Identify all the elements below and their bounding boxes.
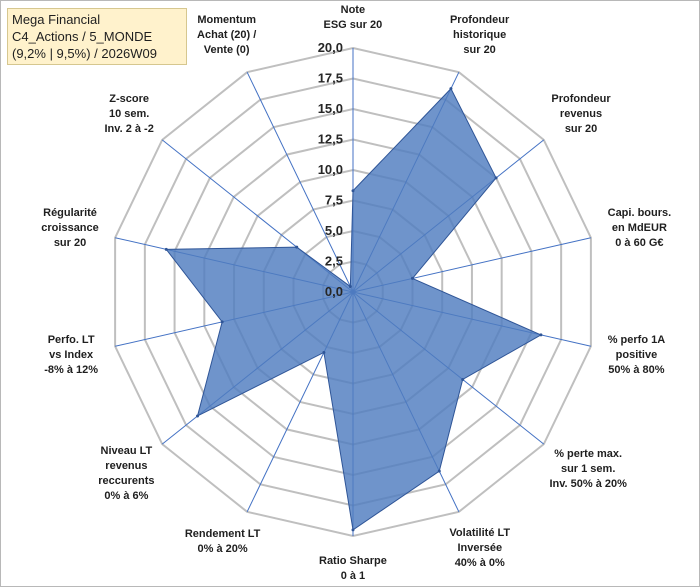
axis-label-line: sur 20 [463,44,496,57]
axis-label-line: positive [615,348,658,361]
data-point [351,528,355,532]
axis-label-line: sur 20 [564,123,598,136]
axis-label: Niveau LT revenus reccurents 0% à 6% [98,444,154,504]
axis-label-line: en MdEUR [611,222,667,235]
radial-tick-label: 15,0 [318,101,343,116]
radial-tick-label: 12,5 [318,132,343,147]
title-line-1: Mega Financial [12,12,101,27]
axis-label-line: 50% à 80% [608,363,665,376]
axis-label-line: 40% à 0% [454,556,505,569]
axis-label-line: 0 à 1 [340,570,366,582]
axis-label: Momentum Achat (20) / Vente (0) [197,13,256,58]
radial-tick-label: 2,5 [325,254,343,269]
axis-label-line: Niveau LT [100,445,153,458]
data-point [164,247,168,251]
data-point [348,285,352,289]
axis-label-line: historique [453,29,507,42]
axis-label-line: Profondeur [449,14,510,27]
axis-label-line: Inv. 2 à -2 [104,123,154,136]
radial-tick-label: 20,0 [318,40,343,55]
axis-label-line: ESG sur 20 [323,19,383,31]
axis-label-line: Volatilité LT [449,526,511,539]
axis-label: Profondeur historique sur 20 [450,13,509,58]
axis-label-line: Z-score [109,93,150,106]
axis-label-line: Momentum [197,14,256,27]
axis-label-line: Note [340,4,366,16]
axis-label: Note ESG sur 20 [324,3,383,33]
axis-label: Profondeur revenus sur 20 [551,92,610,137]
data-point [196,414,200,418]
data-point [437,469,441,473]
axis-label-line: Ratio Sharpe [319,555,387,567]
axis-label-line: Inv. 50% à 20% [549,477,627,490]
axis-label: Z-score 10 sem. Inv. 2 à -2 [105,92,154,137]
axis-spoke [246,71,354,293]
radial-tick-label: 0,0 [325,284,343,299]
data-series-area [165,87,543,531]
axis-label-line: vs Index [49,348,94,361]
axis-label-line: Inversée [457,541,503,554]
axis-label: % perte max. sur 1 sem. Inv. 50% à 20% [549,447,626,492]
data-point [322,350,326,354]
axis-label-line: Perfo. LT [47,333,95,346]
axis-label-line: -8% à 12% [44,363,99,376]
axis-label-line: 0% à 20% [197,542,248,555]
axis-label-line: sur 20 [53,237,87,250]
data-point [220,320,224,324]
title-line-2: C4_Actions / 5_MONDE [12,29,153,44]
axis-label-line: Régularité [43,207,97,220]
radial-tick-label: 10,0 [318,162,343,177]
axis-label-line: Vente (0) [203,44,250,57]
axis-label-line: 0 à 60 G€ [615,237,664,250]
data-point [494,176,498,180]
axis-label-line: % perte max. [554,447,623,460]
axis-label: Volatilité LT Inversée 40% à 0% [449,526,510,571]
axis-label-line: % perfo 1A [607,333,666,346]
axis-label-line: revenus [559,108,603,121]
axis-label: % perfo 1A positive 50% à 80% [608,333,665,378]
chart-title-box: Mega Financial C4_Actions / 5_MONDE (9,2… [7,8,187,65]
axis-label: Perfo. LT vs Index -8% à 12% [44,333,98,378]
axis-label-line: sur 1 sem. [560,462,616,475]
data-point [295,245,299,249]
data-point [410,276,414,280]
axis-label-line: Profondeur [551,93,611,106]
axis-label-line: Rendement LT [184,527,261,540]
axis-label-line: 0% à 6% [104,490,149,503]
radial-tick-label: 7,5 [325,193,343,208]
axis-label: Rendement LT 0% à 20% [185,527,261,557]
data-point [351,189,355,193]
radial-tick-label: 17,5 [318,71,343,86]
data-point [449,87,453,91]
axis-label: Régularité croissance sur 20 [41,206,98,251]
axis-label-line: Achat (20) / [197,29,257,42]
title-line-3: (9,2% | 9,5%) / 2026W09 [12,46,158,61]
axis-label-line: Capi. bours. [607,207,672,220]
radial-tick-label: 5,0 [325,223,343,238]
axis-label-line: revenus [105,460,148,473]
data-point [461,377,465,381]
data-point [539,333,543,337]
axis-label: Ratio Sharpe 0 à 1 [319,554,387,584]
axis-label-line: 10 sem. [108,108,150,121]
axis-label: Capi. bours. en MdEUR 0 à 60 G€ [608,206,672,251]
axis-label-line: reccurents [98,475,155,488]
axis-label-line: croissance [41,222,99,235]
